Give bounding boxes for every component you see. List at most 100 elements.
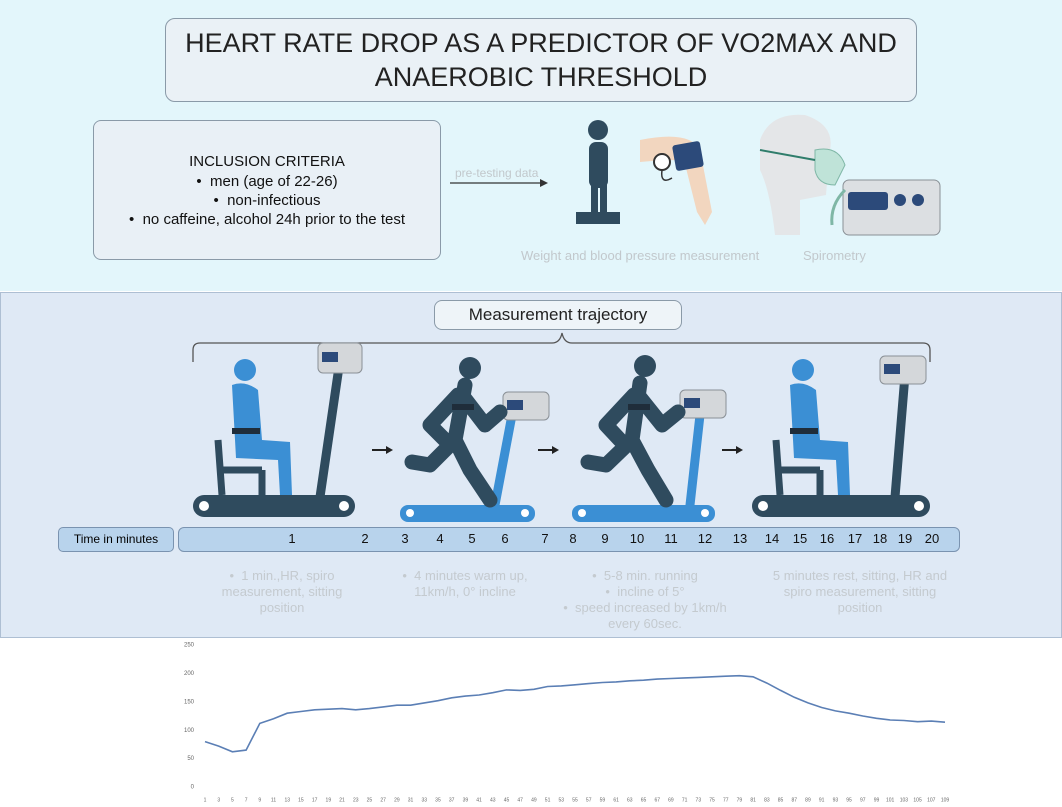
- x-tick-label: 55: [572, 797, 578, 803]
- x-tick-label: 15: [298, 797, 304, 803]
- x-tick-label: 83: [764, 797, 770, 803]
- x-tick-label: 21: [339, 797, 345, 803]
- x-tick-label: 45: [504, 797, 510, 803]
- minute-label: 12: [697, 531, 713, 546]
- x-tick-label: 47: [517, 797, 523, 803]
- title-line: ANAEROBIC THRESHOLD: [374, 62, 708, 92]
- x-tick-label: 99: [874, 797, 880, 803]
- x-tick-label: 67: [654, 797, 660, 803]
- y-tick-label: 200: [184, 671, 195, 677]
- minute-label: 7: [541, 531, 549, 546]
- x-tick-label: 59: [600, 797, 606, 803]
- pre-testing-label: pre-testing data: [455, 166, 539, 180]
- timeline-bar: [178, 527, 960, 552]
- title-line: HEART RATE DROP AS A PREDICTOR OF VO2MAX…: [185, 28, 897, 58]
- x-tick-label: 75: [709, 797, 715, 803]
- x-tick-label: 63: [627, 797, 633, 803]
- illustrations: [192, 114, 941, 522]
- inclusion-box: INCLUSION CRITERIA men (age of 22-26)non…: [93, 120, 441, 260]
- x-tick-label: 1: [204, 797, 207, 803]
- trajectory-title: Measurement trajectory: [434, 300, 682, 330]
- minute-label: 10: [629, 531, 645, 546]
- x-tick-label: 7: [245, 797, 248, 803]
- phase-item: speed increased by 1km/h every 60sec.: [558, 600, 733, 632]
- x-tick-label: 27: [380, 797, 386, 803]
- x-tick-label: 3: [217, 797, 220, 803]
- x-tick-label: 95: [846, 797, 852, 803]
- minute-label: 5: [468, 531, 476, 546]
- x-tick-label: 37: [449, 797, 455, 803]
- x-tick-label: 73: [696, 797, 702, 803]
- phase-list: 5-8 min. runningincline of 5°speed incre…: [558, 568, 733, 632]
- minute-label: 20: [924, 531, 940, 546]
- x-tick-label: 97: [860, 797, 866, 803]
- minute-label: 8: [569, 531, 577, 546]
- x-tick-label: 93: [833, 797, 839, 803]
- x-tick-label: 57: [586, 797, 592, 803]
- x-tick-label: 61: [613, 797, 619, 803]
- x-tick-label: 51: [545, 797, 551, 803]
- inclusion-item: men (age of 22-26): [94, 172, 440, 191]
- phase-text: 5-8 min. runningincline of 5°speed incre…: [558, 568, 733, 632]
- minute-label: 14: [764, 531, 780, 546]
- x-tick-label: 17: [312, 797, 318, 803]
- minute-label: 16: [819, 531, 835, 546]
- caption: Weight and blood pressure measurement: [521, 248, 760, 263]
- phase-item: 4 minutes warm up, 11km/h, 0° incline: [385, 568, 545, 600]
- phase-item: incline of 5°: [558, 584, 733, 600]
- x-tick-label: 85: [778, 797, 784, 803]
- y-tick-label: 250: [184, 643, 195, 649]
- phase-list: 1 min.,HR, spiro measurement, sitting po…: [207, 568, 357, 616]
- x-tick-label: 107: [927, 797, 936, 803]
- x-tick-label: 105: [913, 797, 922, 803]
- minute-label: 19: [897, 531, 913, 546]
- caption: Spirometry: [803, 248, 866, 263]
- title-box: HEART RATE DROP AS A PREDICTOR OF VO2MAX…: [165, 18, 917, 102]
- x-tick-label: 13: [284, 797, 290, 803]
- y-tick-label: 100: [184, 728, 195, 734]
- minute-label: 17: [847, 531, 863, 546]
- inclusion-heading: INCLUSION CRITERIA: [189, 152, 345, 170]
- phase-paragraph: 5 minutes rest, sitting, HR and spiro me…: [772, 568, 948, 615]
- x-tick-label: 87: [791, 797, 797, 803]
- phase-list: 4 minutes warm up, 11km/h, 0° incline: [385, 568, 545, 600]
- minute-label: 18: [872, 531, 888, 546]
- inclusion-list: men (age of 22-26)non-infectiousno caffe…: [94, 172, 440, 229]
- x-tick-label: 89: [805, 797, 811, 803]
- x-tick-label: 81: [750, 797, 756, 803]
- x-tick-label: 35: [435, 797, 441, 803]
- x-tick-label: 33: [421, 797, 427, 803]
- x-tick-label: 109: [941, 797, 950, 803]
- x-tick-label: 25: [367, 797, 373, 803]
- minute-label: 11: [664, 531, 678, 546]
- y-tick-label: 0: [191, 785, 195, 791]
- x-tick-label: 65: [641, 797, 647, 803]
- y-tick-label: 50: [187, 756, 194, 762]
- minute-label: 6: [501, 531, 509, 546]
- inclusion-item: no caffeine, alcohol 24h prior to the te…: [94, 210, 440, 229]
- x-tick-label: 19: [326, 797, 332, 803]
- phase-text: 5 minutes rest, sitting, HR and spiro me…: [773, 568, 948, 616]
- x-tick-label: 29: [394, 797, 400, 803]
- x-tick-label: 71: [682, 797, 688, 803]
- minute-label: 13: [732, 531, 748, 546]
- minute-label: 2: [361, 531, 369, 546]
- x-tick-label: 91: [819, 797, 825, 803]
- minute-label: 15: [792, 531, 808, 546]
- x-tick-label: 5: [231, 797, 234, 803]
- line: [204, 674, 946, 753]
- phase-text: 4 minutes warm up, 11km/h, 0° incline: [385, 568, 545, 600]
- phase-item: 5-8 min. running: [558, 568, 733, 584]
- phase-item: 1 min.,HR, spiro measurement, sitting po…: [207, 568, 357, 616]
- inclusion-item: non-infectious: [94, 191, 440, 210]
- y-tick-label: 150: [184, 699, 195, 705]
- minute-label: 4: [436, 531, 444, 546]
- x-tick-label: 11: [271, 797, 276, 803]
- phase-text: 1 min.,HR, spiro measurement, sitting po…: [207, 568, 357, 616]
- x-tick-label: 79: [737, 797, 743, 803]
- minute-label: 1: [288, 531, 296, 546]
- x-tick-label: 53: [559, 797, 565, 803]
- x-tick-label: 49: [531, 797, 537, 803]
